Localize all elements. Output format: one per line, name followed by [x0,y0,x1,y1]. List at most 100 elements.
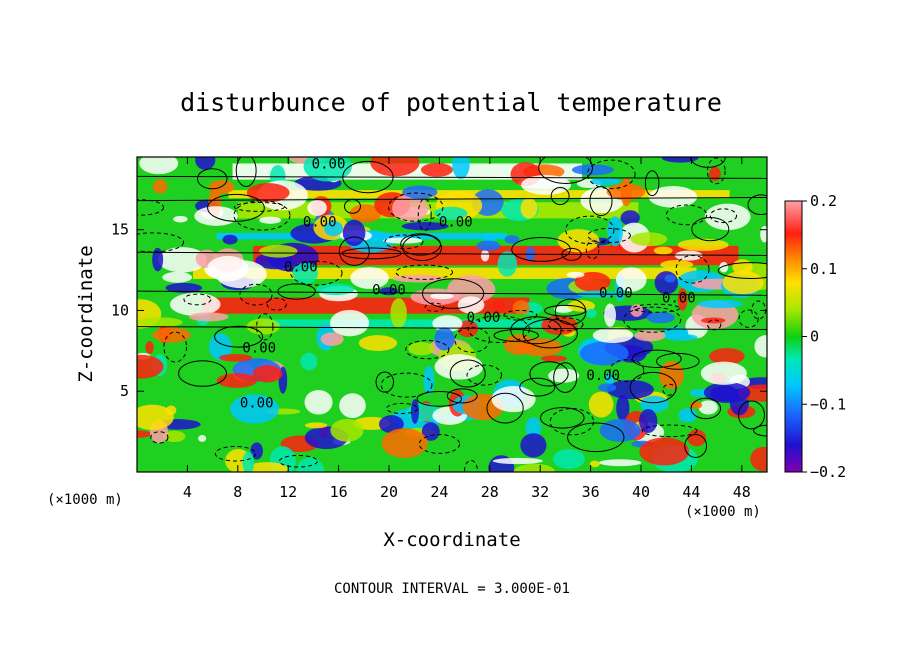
field-blob [615,267,647,292]
x-tick-label: 24 [430,483,448,501]
field-blob [639,437,690,466]
field-blob [198,435,207,442]
field-blob [604,303,616,327]
field-blob [452,157,470,179]
field-blob [567,300,596,312]
field-blob [152,179,168,194]
contour-line [544,304,586,317]
field-blob [480,249,490,262]
field-blob [195,157,216,170]
field-blob [521,174,572,195]
field-blob [620,210,640,226]
x-axis-unit-left: (×1000 m) [47,492,123,508]
contour-line [587,227,631,244]
field-blob [330,419,364,442]
field-blob [163,430,186,443]
contour-line [137,326,767,330]
contour-line [550,187,570,205]
colorbar-tick-label: −0.2 [810,463,846,481]
contour-line [235,157,257,188]
contour-line [644,170,660,197]
contour-line [395,264,454,280]
colorbar: 0.2 0.1 0 −0.1 −0.2 [784,192,846,481]
contour-line [137,199,165,216]
contour-line [690,397,722,420]
field-blob [152,247,164,272]
field-blob [616,395,630,422]
field-blob [145,340,154,354]
contour-line [467,315,531,343]
field-blob [316,283,355,296]
contour-line [466,364,503,386]
field-blob [350,267,389,289]
field-blob [640,395,669,413]
contour-line [290,260,343,286]
field-blob [420,162,453,177]
field-blob [677,238,729,251]
field-blob [158,247,207,273]
field-blob [634,330,666,342]
field-blob [648,186,698,208]
field-blob [137,354,164,379]
contour-line [277,283,316,300]
x-tick-label: 48 [733,483,751,501]
field-blob [401,222,449,231]
field-blob [296,457,325,472]
field-blob [137,430,153,438]
field-blob [548,368,580,383]
contour-line [540,407,585,429]
field-blob [139,157,179,175]
contour-line [609,359,645,383]
y-axis-label: Z-coordinate [75,245,97,382]
contour-line [463,459,479,472]
colorbar-tick-label: 0.1 [810,260,837,278]
field-blob [719,261,729,273]
field-band [193,267,697,279]
field-blob [700,361,747,385]
contour-line [446,388,478,404]
contour-line [214,445,256,462]
contour-label: 0.00 [312,156,346,172]
x-tick-label: 44 [682,483,700,501]
contour-line [623,306,682,333]
contour-line [656,352,700,370]
contour-line [493,329,539,342]
contour-line [424,302,445,312]
field-blob [349,204,382,223]
colorbar-tick-label: 0 [810,328,819,346]
contour-line [738,400,765,430]
contour-label-layer: 0.00 0.00 0.00 0.00 0.00 0.00 0.00 0.00 0.00 0.00… [240,156,696,411]
contour-line [380,372,433,398]
field-blob [697,299,744,309]
x-axis-label: X-coordinate [383,529,520,551]
contour-line [738,309,759,328]
field-blob [421,422,440,441]
contour-lines [137,157,767,472]
colorbar-gradient [784,200,803,473]
contour-line [405,340,450,360]
field-blob [392,194,429,223]
contour-line [137,196,767,202]
field-blob [708,166,721,182]
field-blob [303,157,352,182]
contour-line [511,236,571,262]
field-blob [324,220,344,237]
contour-line [631,349,682,368]
field-blob [358,335,398,352]
field-blob [250,442,263,460]
field-blobs [137,157,767,472]
contour-line [214,325,264,348]
field-blob [245,462,289,472]
field-blob [722,270,764,295]
field-blob [307,199,327,216]
contour-line [278,454,318,468]
contour-line [510,316,562,345]
x-tick-label: 28 [481,483,499,501]
field-blob [457,296,485,314]
y-tick-label: 5 [120,382,129,400]
x-tick-label: 4 [183,483,192,501]
field-blob [639,408,658,434]
field-blob [592,327,634,343]
field-blob [497,251,518,277]
field-blob [329,309,370,337]
